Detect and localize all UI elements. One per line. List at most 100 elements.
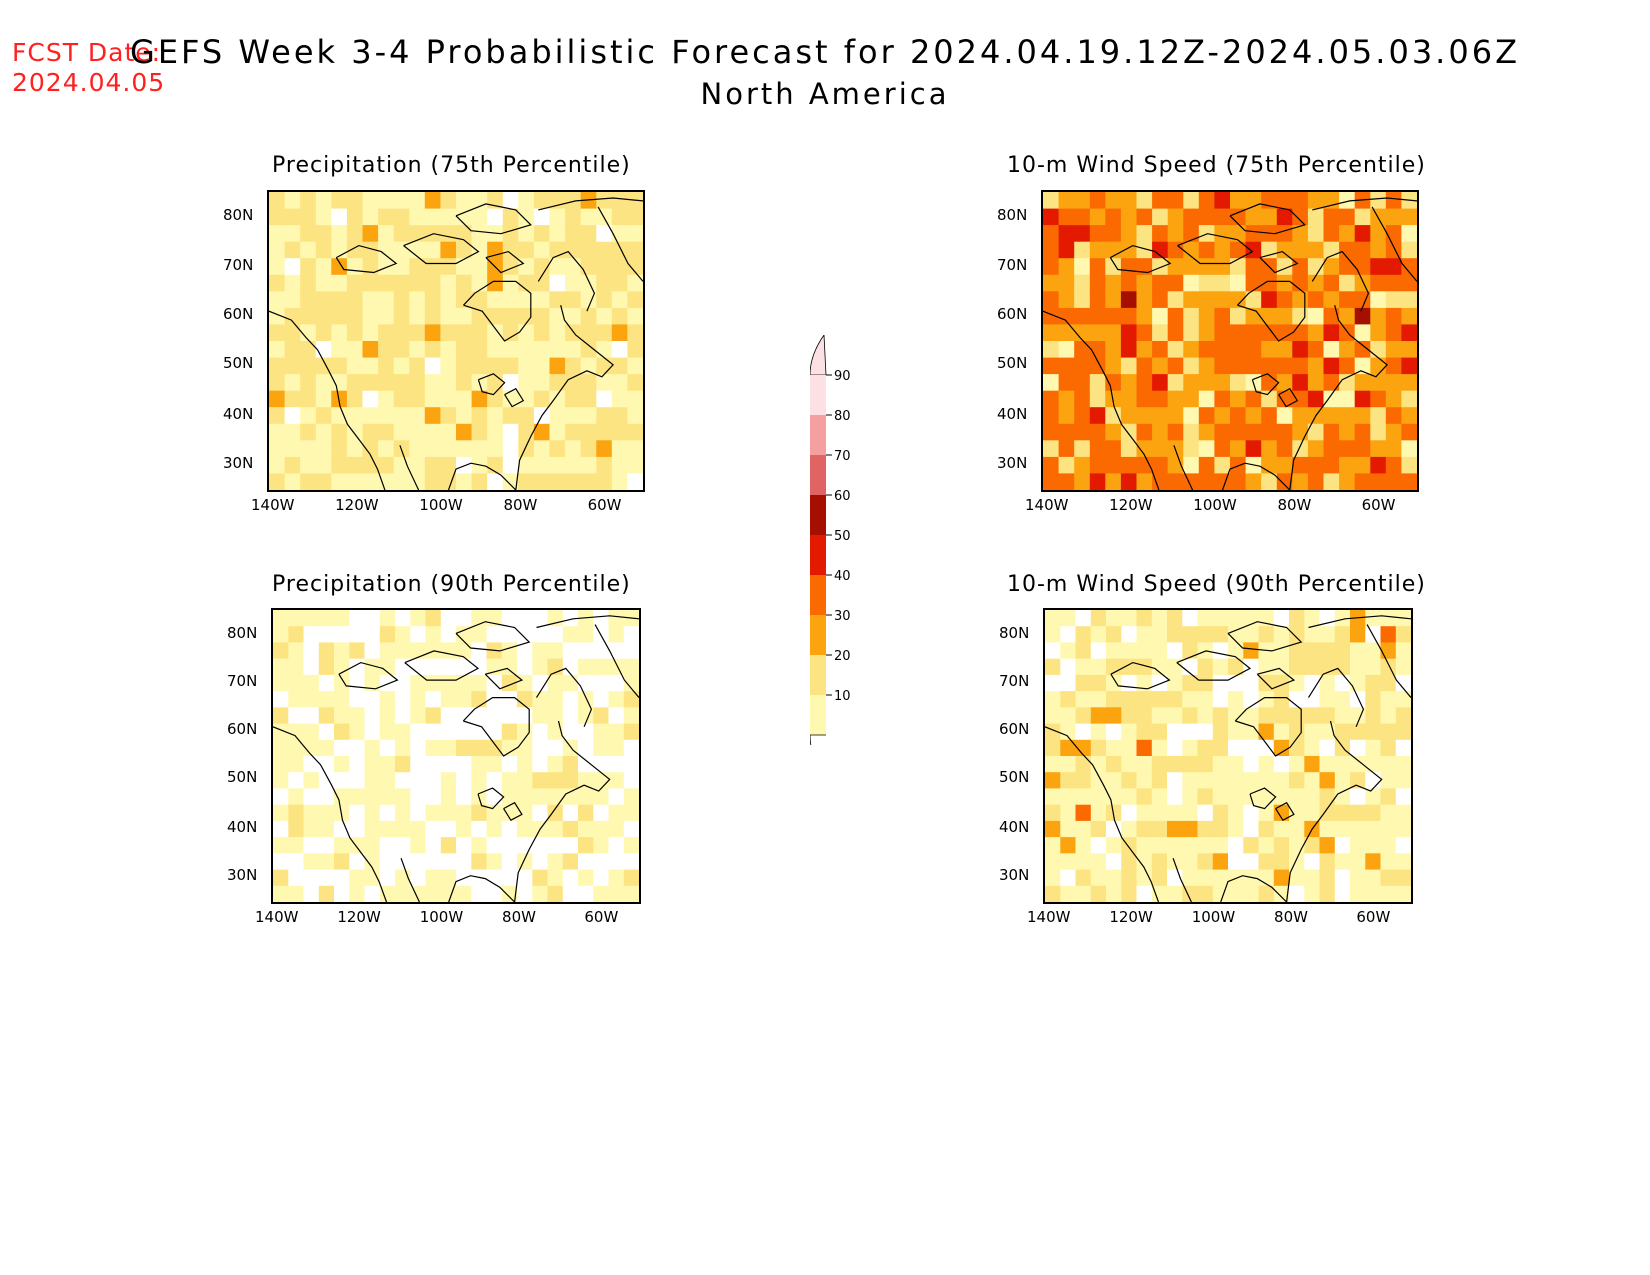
coastline <box>1366 624 1411 698</box>
coastline <box>335 244 398 274</box>
coastline <box>537 250 596 312</box>
lon-tick-label: 140W <box>1027 908 1071 926</box>
coastline <box>535 667 593 728</box>
lon-tick-label: 80W <box>1274 908 1308 926</box>
lat-tick-label: 70N <box>997 255 1028 274</box>
lat-tick-label: 70N <box>223 255 254 274</box>
coastline <box>1311 250 1370 312</box>
coastline <box>269 310 386 490</box>
coastline <box>1173 445 1194 490</box>
lat-tick-label: 60N <box>227 720 258 739</box>
lon-tick-label: 120W <box>337 908 381 926</box>
colorbar: 90 80 70 60 50 40 30 20 10 <box>809 333 870 776</box>
colorbar-swatch <box>810 415 826 455</box>
coastline <box>1045 726 1160 902</box>
coastline <box>1249 787 1277 810</box>
coastline <box>1110 661 1171 690</box>
lat-tick-label: 40N <box>999 818 1030 836</box>
coastline <box>1043 310 1160 490</box>
coastline <box>1307 667 1365 728</box>
coastline <box>477 373 506 396</box>
map-precip-90 <box>271 608 641 904</box>
lat-tick-label: 50N <box>223 353 254 372</box>
coastline <box>1237 280 1306 342</box>
coastline <box>462 696 530 757</box>
coastline <box>273 726 388 902</box>
colorbar-top-tip <box>809 333 827 376</box>
coastline <box>1177 233 1254 265</box>
colorbar-swatch <box>810 615 826 655</box>
coastline <box>338 661 399 690</box>
forecast-date-block: FCST Date: 2024.04.05 <box>12 38 165 98</box>
lat-tick-label: 50N <box>999 768 1030 787</box>
map-field <box>269 192 643 490</box>
lat-tick-label: 80N <box>997 206 1028 225</box>
colorbar-level-label: 90 <box>834 369 851 384</box>
panel-title-wind-90: 10-m Wind Speed (90th Percentile) <box>1007 572 1426 597</box>
coastline <box>447 462 517 490</box>
map-precip-75 <box>267 190 645 492</box>
coastline <box>1234 696 1302 757</box>
coastline <box>515 305 614 490</box>
coastline <box>485 250 525 274</box>
coastline <box>504 387 525 408</box>
map-wind-75 <box>1041 190 1419 492</box>
coastline <box>477 787 505 810</box>
colorbar-swatches: 90 80 70 60 50 40 30 20 10 <box>809 333 851 776</box>
coastline <box>463 280 532 342</box>
lat-tick-label: 80N <box>227 623 258 642</box>
coastline <box>403 233 480 265</box>
coastline <box>594 624 639 698</box>
lat-tick-label: 80N <box>999 623 1030 642</box>
coastline <box>536 615 639 629</box>
colorbar-bottom-tip <box>809 734 826 776</box>
coastline <box>1229 203 1306 235</box>
lat-tick-label: 30N <box>997 453 1028 472</box>
colorbar-level-label: 40 <box>834 569 851 584</box>
colorbar-swatch <box>810 655 826 695</box>
coastline <box>1275 801 1295 821</box>
coastline <box>1251 373 1280 396</box>
colorbar-level-label: 20 <box>834 649 851 664</box>
colorbar-level-label: 60 <box>834 489 851 504</box>
coastline <box>455 621 531 652</box>
forecast-date-label: FCST Date: <box>12 38 162 67</box>
lon-tick-label: 140W <box>255 908 299 926</box>
lon-tick-label: 60W <box>587 496 622 514</box>
lat-tick-label: 60N <box>997 304 1028 323</box>
coastline <box>404 650 480 681</box>
coastline <box>455 203 532 235</box>
forecast-date-value: 2024.04.05 <box>12 68 166 97</box>
panel-title-precip-75: Precipitation (75th Percentile) <box>272 153 631 178</box>
colorbar-level-label: 50 <box>834 529 851 544</box>
colorbar-swatch <box>810 495 826 535</box>
lon-tick-label: 140W <box>251 496 295 514</box>
colorbar-swatch <box>810 455 826 495</box>
coastline <box>597 206 643 282</box>
lat-tick-label: 30N <box>227 866 258 885</box>
panel-title-precip-90: Precipitation (90th Percentile) <box>272 572 631 597</box>
map-field <box>1045 610 1411 902</box>
coastline <box>1220 875 1288 902</box>
coastline <box>1286 720 1383 902</box>
lon-tick-label: 80W <box>503 496 538 514</box>
lat-tick-label: 70N <box>999 672 1030 690</box>
coastline <box>1172 857 1192 902</box>
colorbar-swatch <box>810 375 826 415</box>
coastline <box>400 857 420 902</box>
lat-tick-label: 60N <box>999 720 1030 739</box>
lon-tick-label: 80W <box>502 908 536 926</box>
colorbar-swatch <box>810 535 826 575</box>
lon-tick-label: 140W <box>1025 496 1069 514</box>
coastline <box>484 667 524 690</box>
lat-tick-label: 30N <box>999 866 1030 885</box>
coastline <box>1221 462 1291 490</box>
coastline <box>514 720 611 902</box>
lat-tick-label: 30N <box>223 453 254 472</box>
lat-tick-label: 50N <box>227 768 258 787</box>
figure-title-line1: GEFS Week 3-4 Probabilistic Forecast for… <box>130 33 1520 71</box>
coastline <box>1308 615 1411 629</box>
coastline <box>1312 197 1417 211</box>
lon-tick-label: 100W <box>419 496 463 514</box>
lon-tick-label: 100W <box>419 908 464 926</box>
